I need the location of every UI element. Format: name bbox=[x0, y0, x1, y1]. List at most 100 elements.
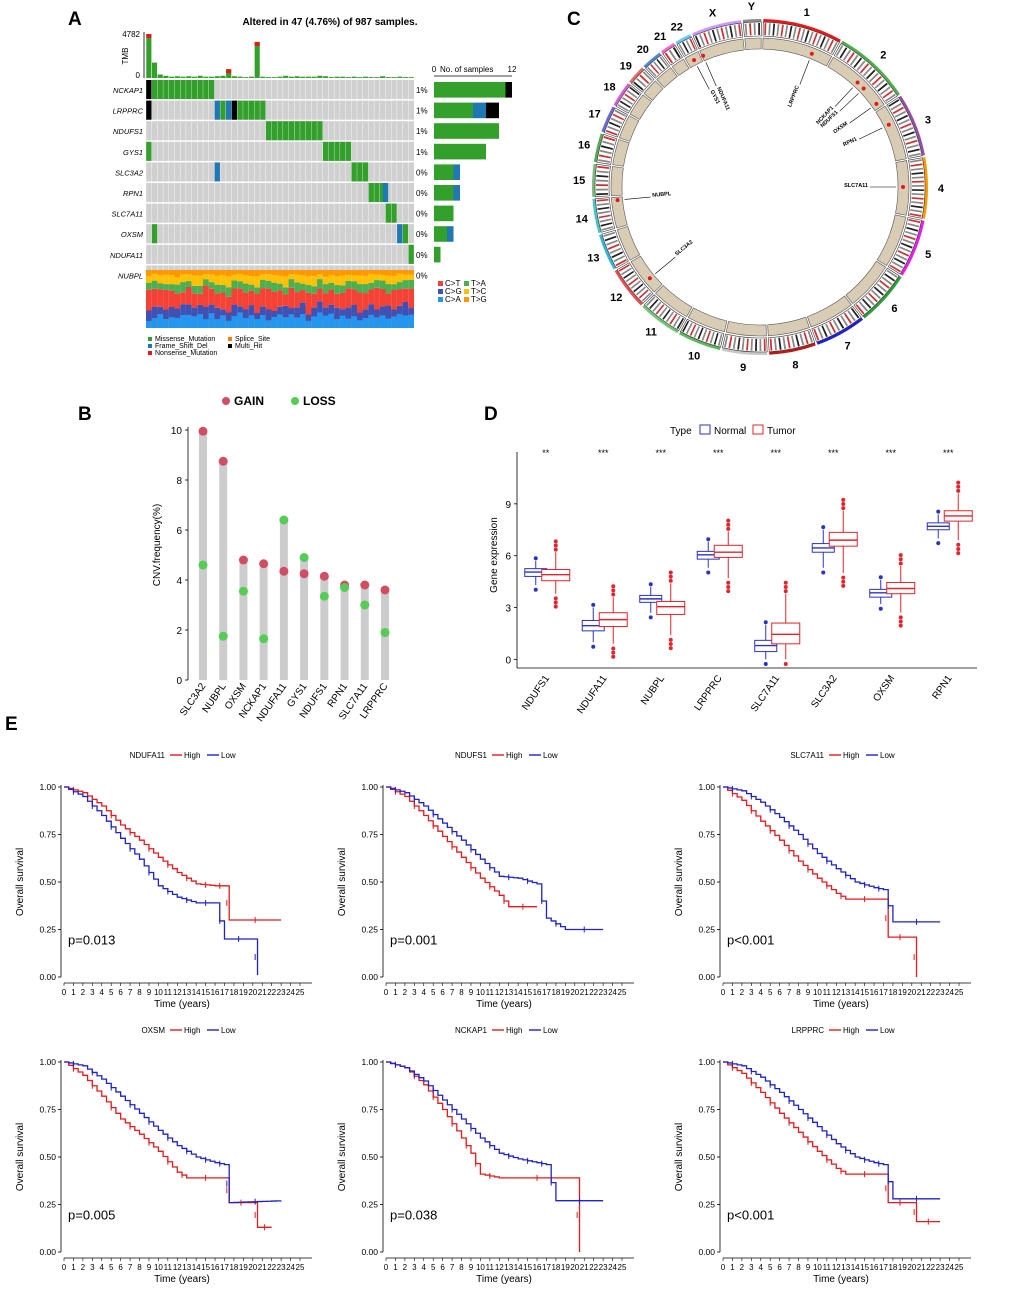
titv-segment bbox=[368, 273, 375, 283]
survival-x-tick-label: 0 bbox=[384, 1263, 389, 1272]
cnv-gain-point bbox=[319, 571, 329, 581]
chromosome-band bbox=[904, 135, 917, 141]
titv-segment bbox=[356, 284, 363, 293]
gene-label: SLC7A11 bbox=[844, 183, 868, 189]
titv-segment bbox=[265, 281, 272, 289]
titv-segment bbox=[317, 270, 323, 275]
box-legend-tumor-label: Tumor bbox=[767, 426, 796, 437]
samples-axis-max: 12 bbox=[508, 65, 517, 74]
box-outlier-tumor bbox=[898, 619, 903, 624]
titv-segment bbox=[402, 270, 409, 275]
titv-legend-key bbox=[464, 289, 469, 294]
titv-segment bbox=[208, 288, 215, 305]
survival-x-tick-label: 4 bbox=[759, 988, 764, 997]
survival-x-tick-label: 15 bbox=[523, 988, 532, 997]
chromosome-band bbox=[669, 313, 678, 325]
chromosome-band bbox=[668, 49, 677, 61]
survival-x-tick-label: 17 bbox=[542, 1263, 551, 1272]
survival-x-tick-label: 8 bbox=[796, 988, 801, 997]
tmb-bar bbox=[340, 76, 346, 78]
survival-y-tick-label: 0.50 bbox=[39, 877, 56, 887]
survival-x-tick-label: 15 bbox=[523, 1263, 532, 1272]
titv-segment bbox=[180, 292, 186, 305]
titv-segment bbox=[225, 287, 232, 297]
chromosome-label: 11 bbox=[645, 327, 657, 339]
survival-x-tick-label: 23 bbox=[277, 988, 286, 997]
survival-x-tick-label: 18 bbox=[888, 988, 897, 997]
titv-segment bbox=[163, 274, 169, 285]
titv-legend-label: C>T bbox=[445, 279, 460, 288]
survival-curve-high bbox=[386, 1061, 581, 1252]
chromosome-band bbox=[694, 35, 702, 48]
chromosome-band bbox=[746, 338, 749, 351]
chromosome-band bbox=[911, 189, 924, 192]
chromosome-ideogram bbox=[853, 267, 900, 317]
chromosome-band bbox=[829, 321, 837, 334]
survival-p-value: p=0.005 bbox=[68, 1208, 115, 1223]
oncoplot-mutation-cell bbox=[260, 100, 266, 120]
titv-segment bbox=[208, 274, 215, 283]
survival-x-tick-label: 25 bbox=[618, 1263, 627, 1272]
chromosome-band bbox=[868, 72, 879, 83]
box-outlier-normal bbox=[533, 587, 538, 592]
survival-y-tick-label: 0.75 bbox=[361, 1105, 378, 1115]
chromosome-band bbox=[911, 176, 924, 179]
titv-segment bbox=[180, 304, 186, 315]
chromosome-band bbox=[624, 93, 636, 102]
chromosome-band bbox=[812, 32, 818, 45]
chromosome-color-band bbox=[629, 67, 645, 84]
titv-segment bbox=[203, 279, 209, 286]
survival-x-tick-label: 10 bbox=[154, 988, 163, 997]
oncoplot-mutation-cell bbox=[248, 100, 255, 120]
titv-segment bbox=[220, 270, 226, 275]
titv-segment bbox=[254, 319, 261, 328]
chromosome-band bbox=[635, 286, 647, 296]
chromosome-band bbox=[840, 315, 849, 327]
titv-segment bbox=[322, 284, 329, 294]
chromosome-band bbox=[907, 148, 920, 153]
survival-legend-gene: SLC7A11 bbox=[790, 751, 824, 760]
cnv-y-tick-label: 6 bbox=[176, 526, 182, 537]
survival-x-tick-label: 5 bbox=[109, 988, 114, 997]
oncoplot-gene-label: OXSM bbox=[121, 230, 144, 239]
chromosome-band bbox=[792, 26, 797, 39]
titv-segment bbox=[157, 289, 164, 307]
box-outlier-tumor bbox=[726, 580, 731, 585]
tmb-bar bbox=[323, 76, 329, 78]
titv-segment bbox=[317, 301, 323, 313]
tmb-bar bbox=[163, 75, 169, 78]
gene-connector bbox=[834, 87, 854, 107]
survival-x-tick-label: 3 bbox=[412, 988, 417, 997]
survival-y-tick-label: 0.50 bbox=[361, 1152, 378, 1162]
survival-legend-gene: NDUFA11 bbox=[130, 751, 166, 760]
oncoplot-mutation-cell bbox=[186, 80, 192, 100]
survival-y-tick-label: 0.75 bbox=[39, 1105, 56, 1115]
chromosome-band bbox=[732, 336, 737, 350]
chromosome-band bbox=[884, 93, 896, 102]
survival-x-tick-label: 23 bbox=[277, 1263, 286, 1272]
gene-label: SLC3A2 bbox=[674, 239, 694, 257]
oncoplot-mutation-cell bbox=[311, 121, 317, 141]
chromosome-track bbox=[687, 307, 728, 333]
cnv-y-label: CNV.frequency(%) bbox=[152, 504, 163, 586]
titv-segment bbox=[185, 314, 192, 328]
mutation-legend-label: Missense_Mutation bbox=[155, 336, 215, 343]
chromosome-band bbox=[749, 23, 752, 36]
titv-segment bbox=[356, 275, 363, 285]
oncoplot-mutation-cell bbox=[237, 100, 243, 120]
box-outlier-tumor bbox=[898, 557, 903, 562]
titv-segment bbox=[311, 293, 318, 308]
chromosome-band bbox=[861, 298, 872, 309]
box-outlier-tumor bbox=[553, 539, 558, 544]
titv-segment bbox=[356, 320, 363, 328]
titv-segment bbox=[339, 275, 346, 286]
chromosome-band bbox=[911, 193, 924, 196]
chromosome-band bbox=[598, 159, 611, 163]
titv-segment bbox=[225, 312, 232, 321]
chromosome-band bbox=[796, 27, 802, 40]
tmb-bar bbox=[248, 76, 255, 78]
titv-segment bbox=[248, 315, 255, 328]
box-x-label: LRPPRC bbox=[692, 673, 724, 713]
